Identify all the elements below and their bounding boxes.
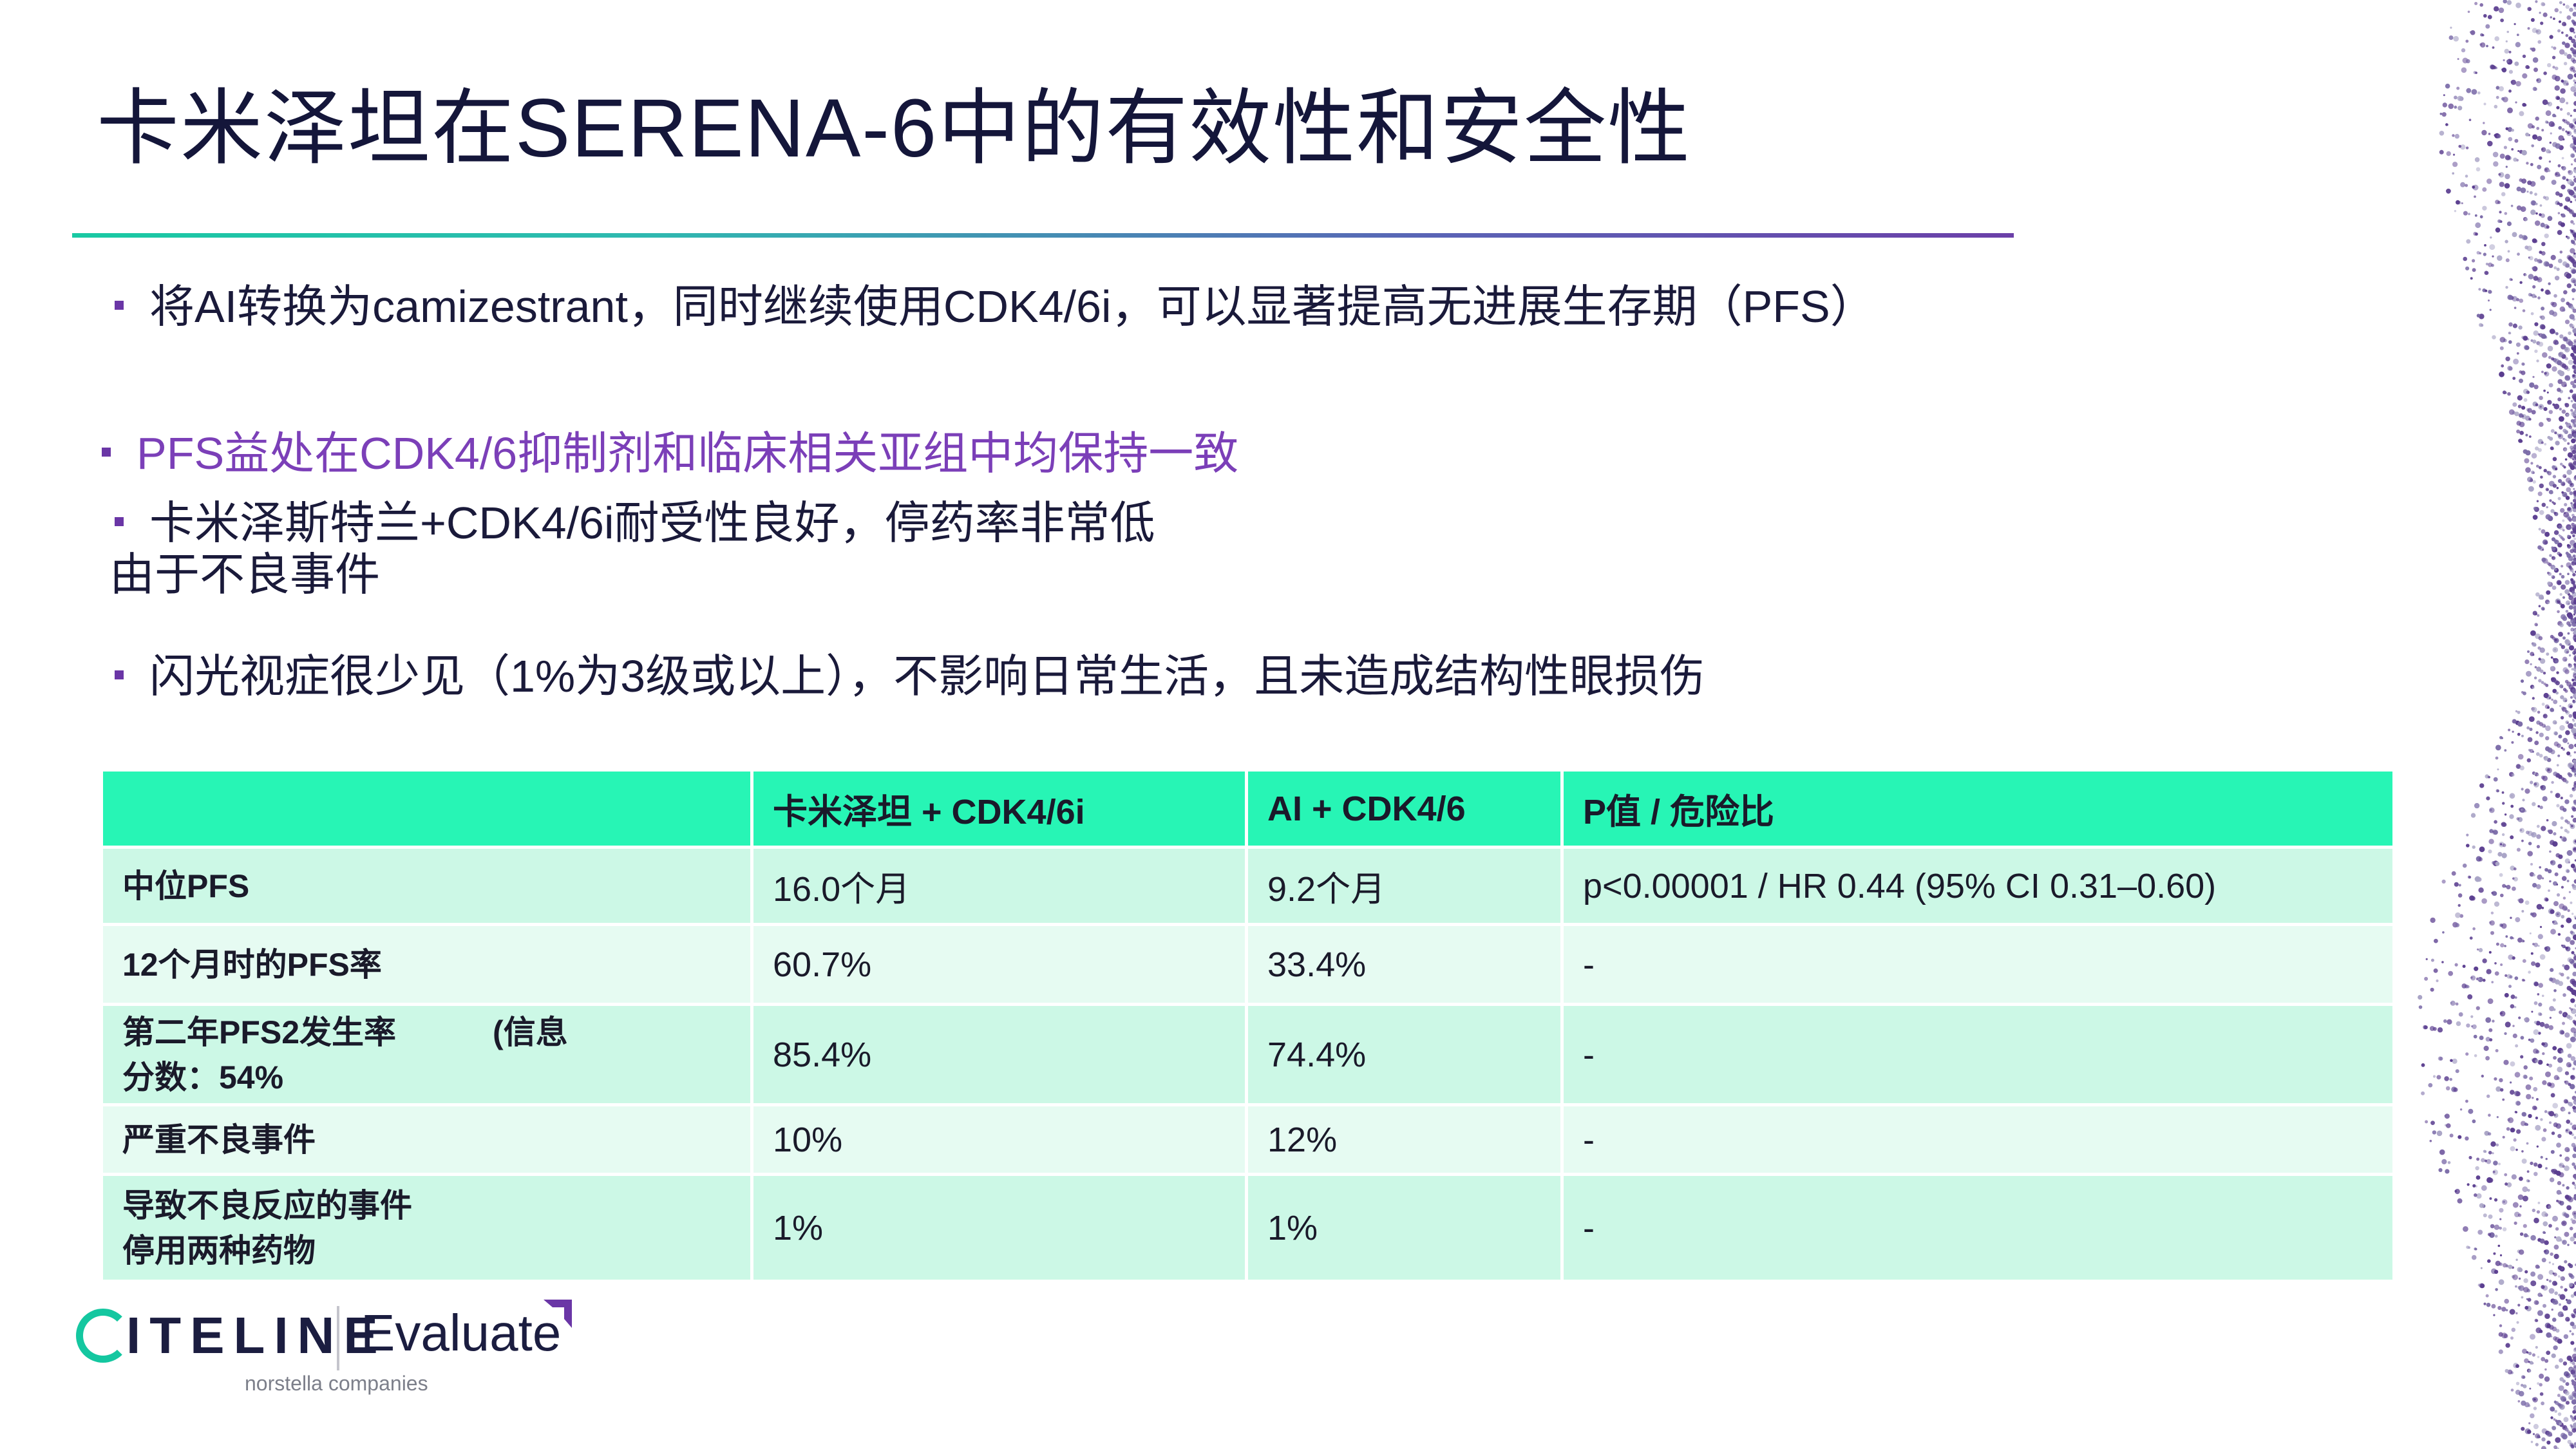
- logo-divider: [337, 1306, 339, 1370]
- table-cell: -: [1560, 1173, 2396, 1283]
- row-label-text: 严重不良事件: [122, 1121, 316, 1158]
- page-title: 卡米泽坦在SERENA-6中的有效性和安全性: [97, 82, 1692, 175]
- table-cell: -: [1560, 923, 2396, 1006]
- table-cell: 10%: [750, 1103, 1248, 1176]
- bullet-text: 卡米泽斯特兰+CDK4/6i耐受性良好，停药率非常低: [149, 498, 1155, 548]
- bullet-square-icon: [115, 300, 124, 310]
- table-cell: 12%: [1245, 1103, 1564, 1176]
- table-cell: 60.7%: [750, 923, 1248, 1006]
- dotted-texture-decoration: [2418, 0, 2576, 1449]
- bullet-text: 闪光视症很少见（1%为3级或以上），不影响日常生活，且未造成结构性眼损伤: [149, 651, 1705, 701]
- table-cell: 74.4%: [1245, 1003, 1564, 1106]
- table-cell: 1%: [750, 1173, 1248, 1283]
- table-cell: -: [1560, 1003, 2396, 1106]
- bullet-square-icon: [115, 670, 124, 679]
- title-divider: [72, 233, 2014, 238]
- table-row: 中位PFS 16.0个月 9.2个月 p<0.00001 / HR 0.44 (…: [100, 846, 2396, 926]
- table-cell: 16.0个月: [750, 846, 1248, 926]
- row-label-text: 导致不良反应的事件: [122, 1187, 412, 1224]
- bullet-square-icon: [102, 447, 111, 457]
- table-row: 导致不良反应的事件 停用两种药物 1% 1% -: [100, 1173, 2396, 1283]
- table-cell: 1%: [1245, 1173, 1564, 1283]
- row-label: 导致不良反应的事件 停用两种药物: [100, 1173, 753, 1283]
- table-header-cell: [100, 768, 753, 849]
- table-row: 12个月时的PFS率 60.7% 33.4% -: [100, 923, 2396, 1006]
- row-label-text: 停用两种药物: [122, 1232, 316, 1269]
- table-row: 严重不良事件 10% 12% -: [100, 1103, 2396, 1176]
- table-header-cell: 卡米泽坦 + CDK4/6i: [750, 768, 1248, 849]
- table-cell: 85.4%: [750, 1003, 1248, 1106]
- row-label-text: 分数：54%: [122, 1059, 284, 1095]
- row-label: 严重不良事件: [100, 1103, 753, 1176]
- bullet-square-icon: [115, 516, 124, 526]
- row-label: 12个月时的PFS率: [100, 923, 753, 1006]
- table-cell: p<0.00001 / HR 0.44 (95% CI 0.31–0.60): [1560, 846, 2396, 926]
- table-row: 第二年PFS2发生率 (信息 分数：54% 85.4% 74.4% -: [100, 1003, 2396, 1106]
- table-header-cell: P值 / 危险比: [1560, 768, 2396, 849]
- bullet-photopsia: 闪光视症很少见（1%为3级或以上），不影响日常生活，且未造成结构性眼损伤: [115, 640, 1705, 705]
- table-header-cell: AI + CDK4/6: [1245, 768, 1564, 849]
- table-cell: -: [1560, 1103, 2396, 1176]
- row-label-text: 第二年PFS2发生率 (信息: [122, 1014, 568, 1050]
- table-cell: 33.4%: [1245, 923, 1564, 1006]
- row-label-text: 中位PFS: [122, 867, 250, 904]
- table-header-row: 卡米泽坦 + CDK4/6i AI + CDK4/6 P值 / 危险比: [100, 768, 2396, 849]
- bullet-pfs-improvement: 将AI转换为camizestrant，同时继续使用CDK4/6i，可以显著提高无…: [115, 270, 1875, 336]
- citeline-wordmark: ITELINE: [126, 1307, 387, 1364]
- table-cell: 9.2个月: [1245, 846, 1564, 926]
- row-label: 中位PFS: [100, 846, 753, 926]
- bullet-text-continuation: 由于不良事件: [109, 549, 380, 600]
- results-table: 卡米泽坦 + CDK4/6i AI + CDK4/6 P值 / 危险比 中位PF…: [100, 768, 2396, 1283]
- evaluate-arrow-icon: [544, 1300, 572, 1328]
- row-label: 第二年PFS2发生率 (信息 分数：54%: [100, 1003, 753, 1106]
- bullet-text: PFS益处在CDK4/6抑制剂和临床相关亚组中均保持一致: [137, 428, 1239, 478]
- bullet-pfs-consistency: PFS益处在CDK4/6抑制剂和临床相关亚组中均保持一致: [102, 417, 1238, 482]
- bullet-text: 将AI转换为camizestrant，同时继续使用CDK4/6i，可以显著提高无…: [149, 281, 1875, 332]
- evaluate-wordmark: Evaluate: [361, 1304, 562, 1361]
- bullet-tolerability: 卡米泽斯特兰+CDK4/6i耐受性良好，停药率非常低 由于不良事件: [109, 497, 1155, 600]
- norstella-tagline: norstella companies: [245, 1372, 428, 1395]
- citeline-c-icon: [76, 1309, 130, 1363]
- row-label-text: 12个月时的PFS率: [122, 946, 382, 983]
